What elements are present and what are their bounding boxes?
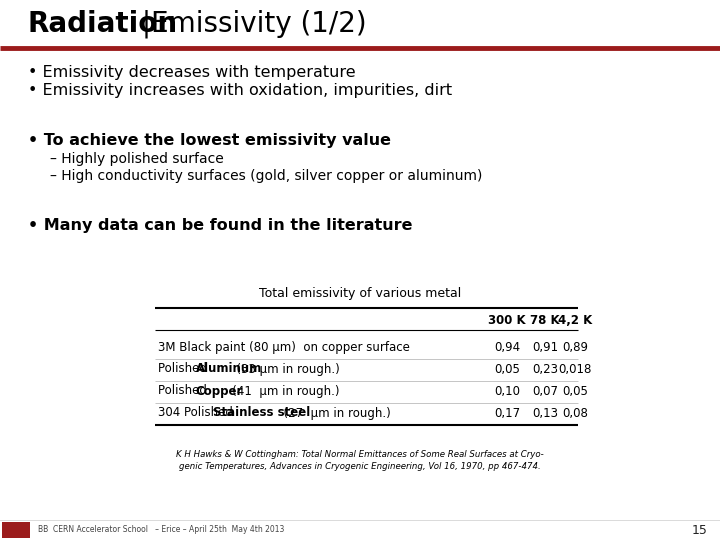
Text: • Emissivity increases with oxidation, impurities, dirt: • Emissivity increases with oxidation, i… [28,83,452,98]
Text: Radiation: Radiation [28,10,178,38]
Text: K H Hawks & W Cottingham: Total Normal Emittances of Some Real Surfaces at Cryo-: K H Hawks & W Cottingham: Total Normal E… [176,450,544,459]
Text: Polished: Polished [158,362,211,375]
Text: 0,018: 0,018 [558,362,592,375]
Text: 0,07: 0,07 [532,384,558,397]
Text: 0,08: 0,08 [562,407,588,420]
Text: Polished: Polished [158,384,211,397]
Text: BB  CERN Accelerator School   – Erice – April 25th  May 4th 2013: BB CERN Accelerator School – Erice – Apr… [38,525,284,535]
Text: (33 μm in rough.): (33 μm in rough.) [230,362,340,375]
Text: (41  μm in rough.): (41 μm in rough.) [221,384,340,397]
Text: 0,17: 0,17 [494,407,520,420]
Text: 3M Black paint (80 μm)  on copper surface: 3M Black paint (80 μm) on copper surface [158,341,410,354]
Text: Aluminum: Aluminum [196,362,262,375]
Text: 0,05: 0,05 [562,384,588,397]
Text: Emissivity (1/2): Emissivity (1/2) [151,10,366,38]
Text: • Emissivity decreases with temperature: • Emissivity decreases with temperature [28,65,356,80]
Text: |: | [133,10,160,38]
Text: Stainless steel: Stainless steel [212,407,310,420]
Text: 0,05: 0,05 [494,362,520,375]
Text: – Highly polished surface: – Highly polished surface [50,152,224,166]
Text: 0,94: 0,94 [494,341,520,354]
Text: genic Temperatures, Advances in Cryogenic Engineering, Vol 16, 1970, pp 467-474.: genic Temperatures, Advances in Cryogeni… [179,462,541,471]
Text: – High conductivity surfaces (gold, silver copper or aluminum): – High conductivity surfaces (gold, silv… [50,169,482,183]
Text: 0,89: 0,89 [562,341,588,354]
Text: 300 K: 300 K [488,314,526,327]
Text: 15: 15 [692,523,708,537]
Text: (27  μm in rough.): (27 μm in rough.) [276,407,390,420]
Text: 304 Polished: 304 Polished [158,407,237,420]
Text: 4,2 K: 4,2 K [558,314,592,327]
Text: Copper: Copper [196,384,243,397]
Text: 0,91: 0,91 [532,341,558,354]
Text: 0,13: 0,13 [532,407,558,420]
Text: • Many data can be found in the literature: • Many data can be found in the literatu… [28,218,413,233]
Text: 78 K: 78 K [530,314,560,327]
Text: 0,23: 0,23 [532,362,558,375]
Text: Total emissivity of various metal: Total emissivity of various metal [259,287,461,300]
Text: • To achieve the lowest emissivity value: • To achieve the lowest emissivity value [28,133,391,148]
Text: 0,10: 0,10 [494,384,520,397]
